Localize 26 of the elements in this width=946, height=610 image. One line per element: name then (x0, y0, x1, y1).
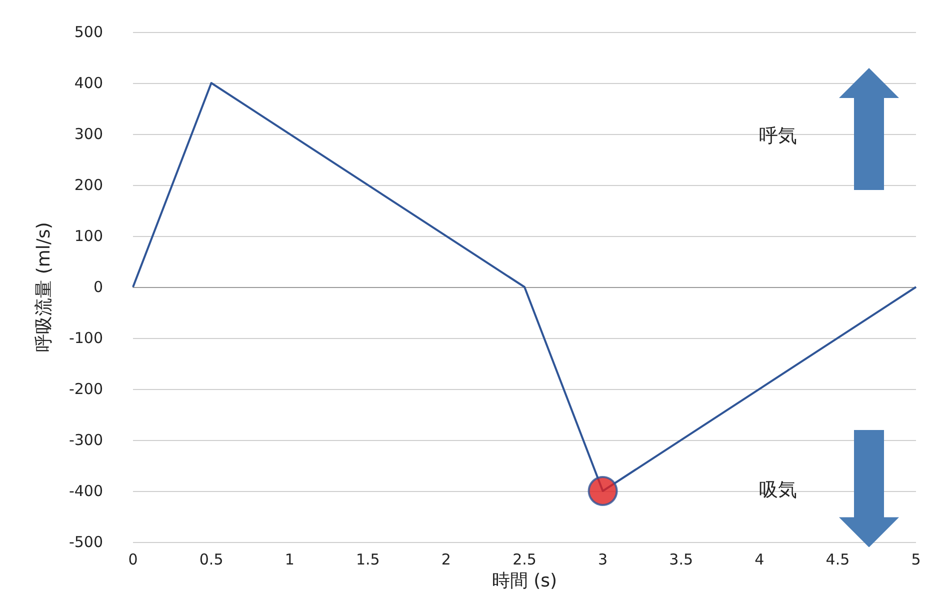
x-tick-label: 1.5 (356, 550, 380, 568)
x-tick-label: 4.5 (826, 550, 850, 568)
x-tick-label: 0.5 (199, 550, 224, 568)
y-tick-label: -200 (68, 380, 103, 398)
x-tick-label: 0 (128, 550, 138, 568)
y-tick-label: 100 (74, 227, 103, 245)
y-tick-label: 200 (74, 176, 103, 194)
x-tick-label: 3.5 (669, 550, 694, 568)
y-tick-label: -300 (68, 431, 103, 449)
y-tick-label: -100 (68, 329, 103, 347)
x-tick-label: 4 (754, 550, 764, 568)
annotation: 呼気 (759, 124, 798, 149)
x-axis-title: 時間 (s) (492, 570, 558, 592)
y-tick-label: 0 (93, 278, 103, 296)
y-tick-label: -400 (68, 482, 103, 500)
annotation: 吸気 (759, 478, 798, 503)
x-tick-label: 2 (441, 550, 451, 568)
x-tick-label: 5 (911, 550, 921, 568)
y-tick-label: 400 (74, 74, 103, 92)
x-tick-label: 1 (284, 550, 294, 568)
x-tick-label: 2.5 (512, 550, 536, 568)
y-tick-label: -500 (68, 533, 103, 551)
y-tick-label: 500 (74, 23, 103, 41)
y-axis-title: 呼吸流量 (ml/s) (34, 222, 54, 352)
y-tick-label: 300 (74, 125, 103, 143)
x-tick-label: 3 (598, 550, 608, 568)
